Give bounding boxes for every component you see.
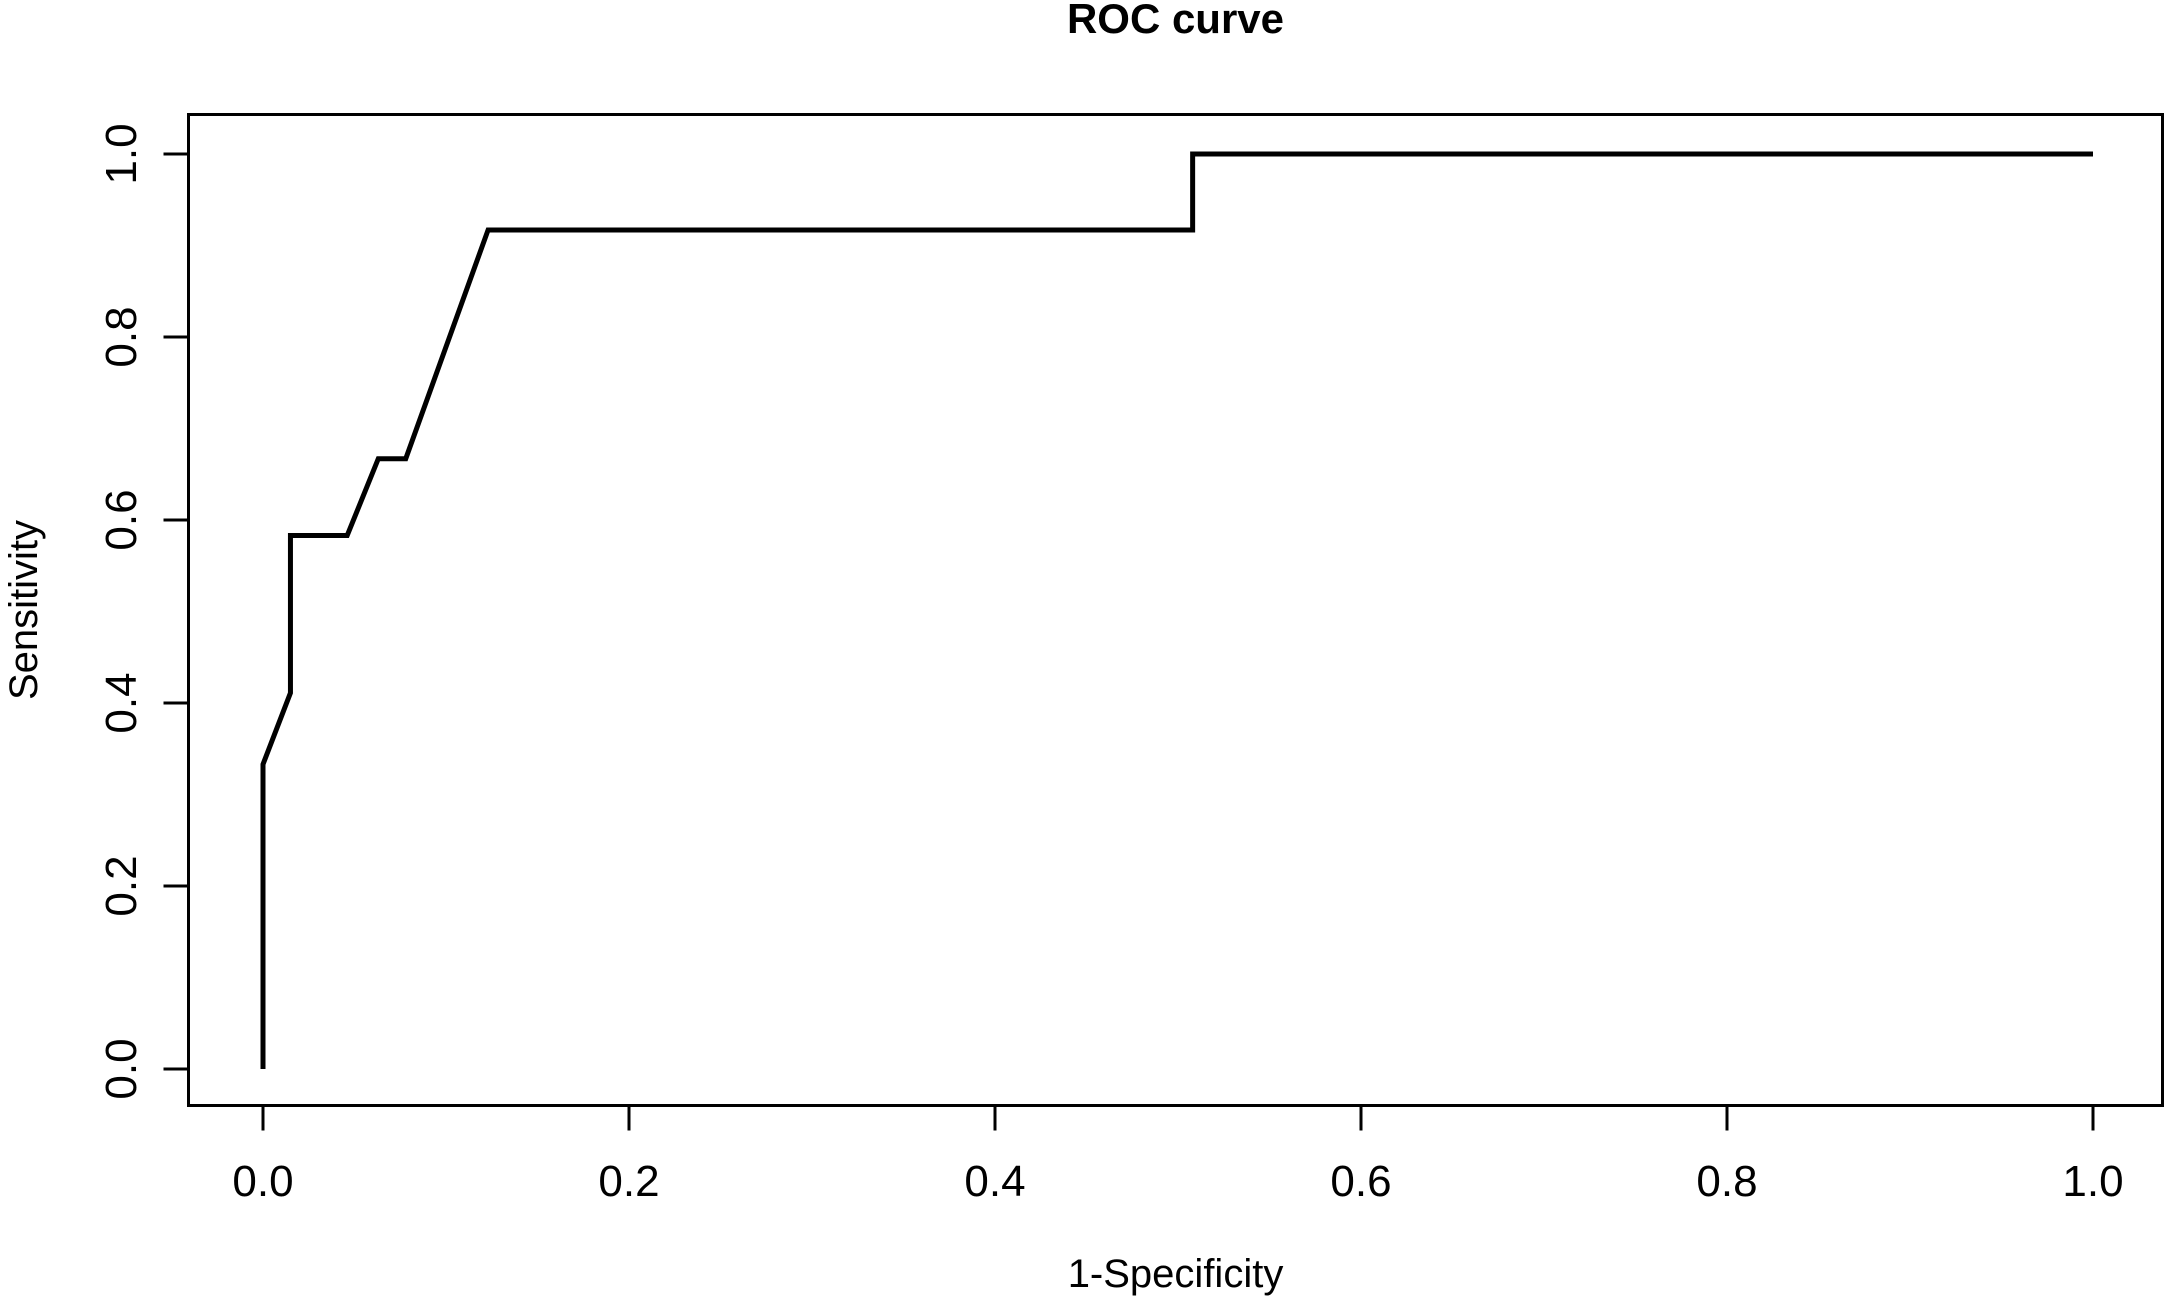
x-axis-tick-label: 0.4 bbox=[964, 1157, 1025, 1206]
plot-frame bbox=[187, 113, 2164, 1107]
y-axis-tick-label: 1.0 bbox=[97, 123, 146, 184]
y-axis-tick-label: 0.4 bbox=[97, 672, 146, 733]
roc-curve-line bbox=[260, 151, 2093, 1069]
y-axis-tick-label: 0.0 bbox=[97, 1038, 146, 1099]
x-axis-tick-label: 1.0 bbox=[2062, 1157, 2123, 1206]
x-axis-tick-label: 0.0 bbox=[232, 1157, 293, 1206]
y-axis-tick-label: 0.6 bbox=[97, 489, 146, 550]
x-axis-label: 1-Specificity bbox=[1067, 1252, 1284, 1296]
chart-title: ROC curve bbox=[1066, 0, 1285, 42]
y-axis-label: Sensitivity bbox=[2, 519, 46, 701]
x-axis-tick-label: 0.6 bbox=[1330, 1157, 1391, 1206]
x-axis-tick-label: 0.8 bbox=[1696, 1157, 1757, 1206]
y-axis-tick-label: 0.2 bbox=[97, 855, 146, 916]
y-axis-tick-label: 0.8 bbox=[97, 306, 146, 367]
x-axis-tick-label: 0.2 bbox=[598, 1157, 659, 1206]
